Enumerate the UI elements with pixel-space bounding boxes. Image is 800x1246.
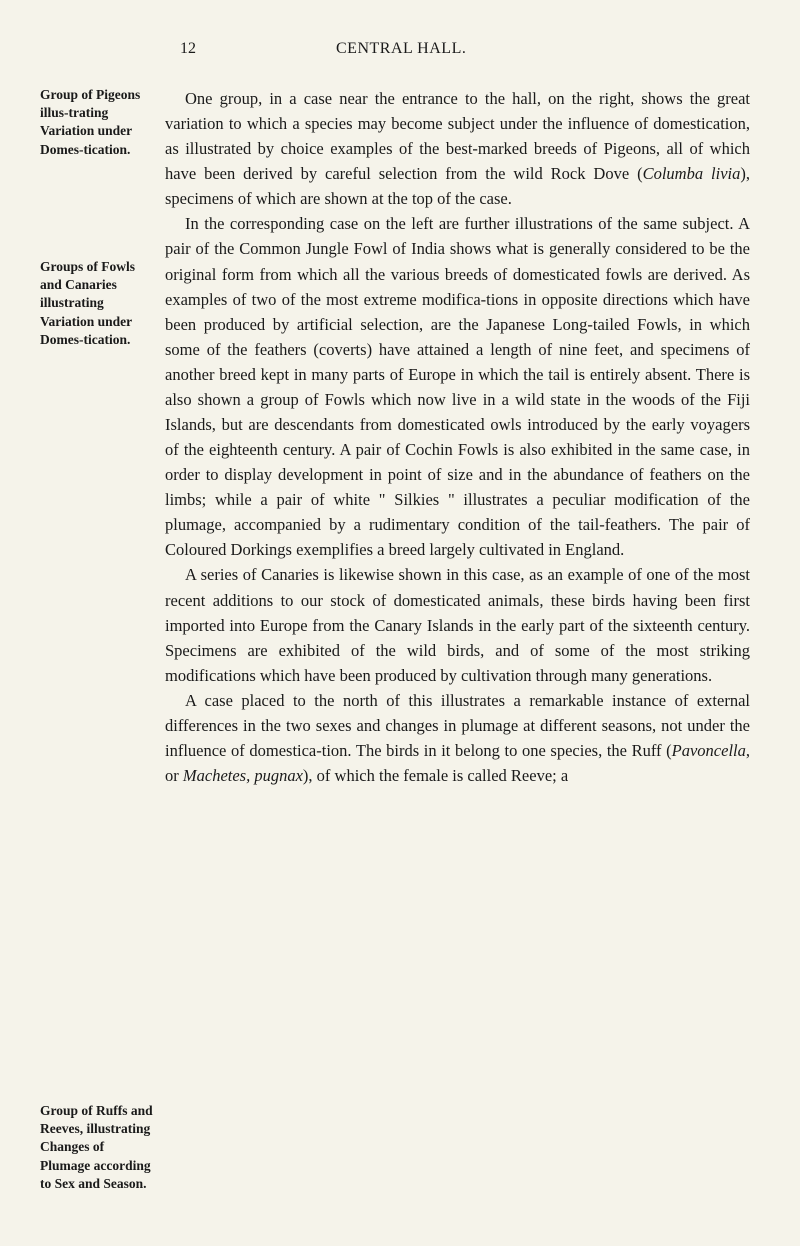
- page-title: CENTRAL HALL.: [336, 40, 466, 58]
- paragraph-2: In the corresponding case on the left ar…: [165, 211, 750, 562]
- content-area: Group of Pigeons illus-trating Variation…: [40, 86, 750, 788]
- paragraph-4: A case placed to the north of this illus…: [165, 688, 750, 788]
- margin-note-1: Group of Pigeons illus-trating Variation…: [40, 86, 155, 159]
- page-number: 12: [180, 40, 196, 58]
- body-text: One group, in a case near the entrance t…: [165, 86, 750, 788]
- margin-note-3: Group of Ruffs and Reeves, illustrating …: [40, 1102, 155, 1193]
- margin-note-2: Groups of Fowls and Canaries illustratin…: [40, 258, 155, 349]
- paragraph-3: A series of Canaries is likewise shown i…: [165, 562, 750, 687]
- page-header: 12 CENTRAL HALL.: [40, 40, 750, 58]
- paragraph-1: One group, in a case near the entrance t…: [165, 86, 750, 211]
